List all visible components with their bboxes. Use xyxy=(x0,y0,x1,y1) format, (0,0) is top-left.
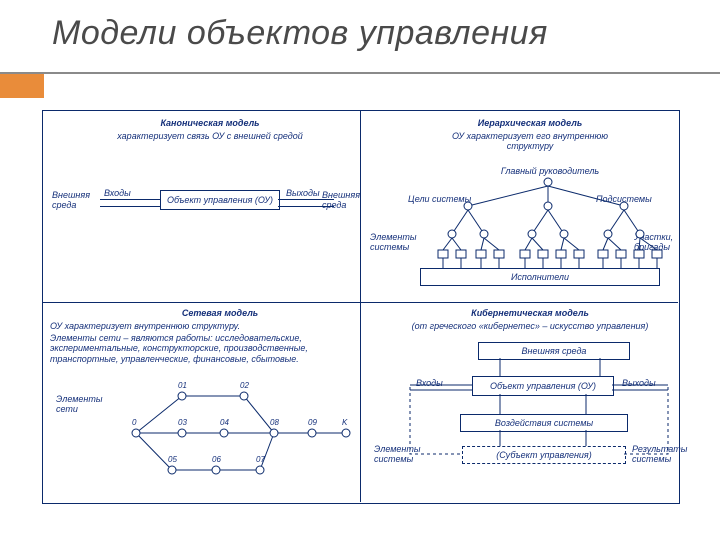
q4-wires xyxy=(0,0,720,540)
